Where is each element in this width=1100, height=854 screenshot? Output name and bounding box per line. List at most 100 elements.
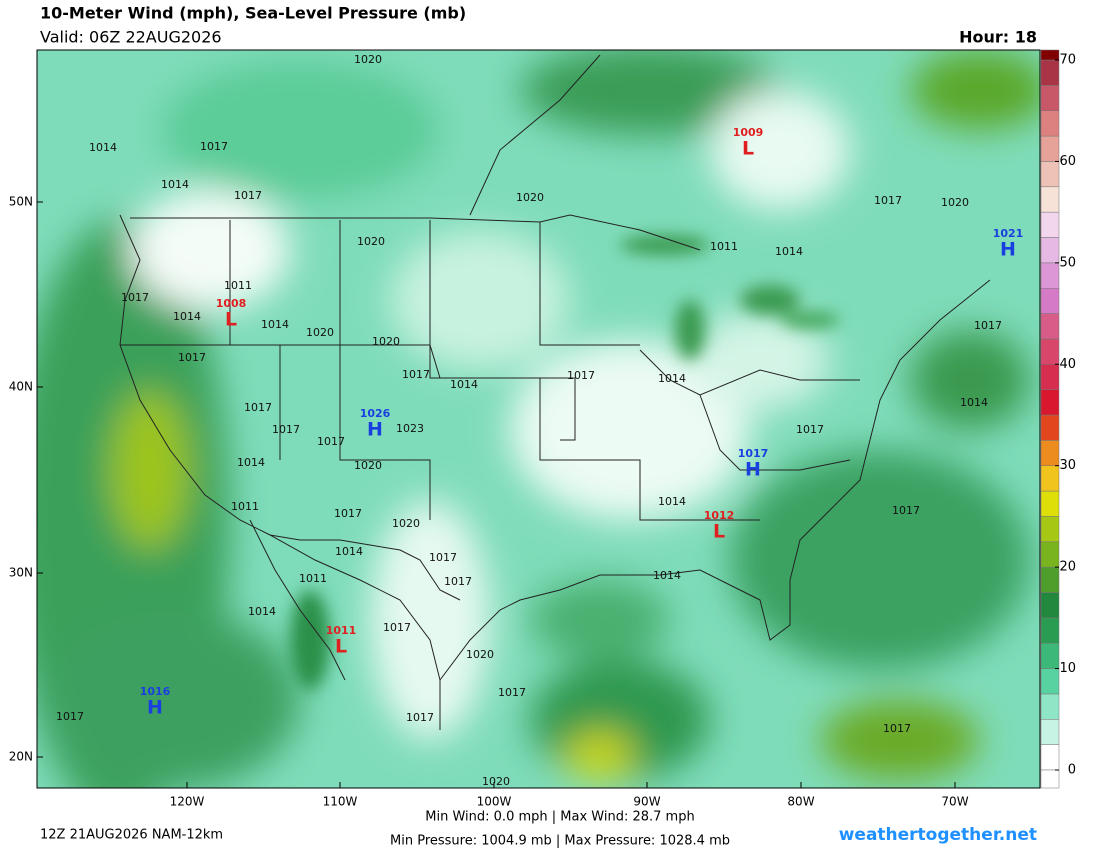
pressure-center-value: 1021 — [993, 227, 1024, 240]
isobar-label: 1020 — [466, 648, 494, 661]
pressure-center-letter: L — [225, 309, 237, 331]
isobar-label: 1017 — [498, 686, 526, 699]
colorbar-swatch — [1040, 135, 1060, 162]
pressure-center-value: 1026 — [360, 407, 391, 420]
site-link[interactable]: weathertogether.net — [839, 825, 1037, 845]
colorbar-swatch — [1040, 262, 1060, 289]
colorbar-swatch — [1040, 642, 1060, 669]
colorbar-swatch — [1040, 465, 1060, 492]
colorbar-swatch — [1040, 516, 1060, 543]
colorbar-tick-label: 0 — [1068, 763, 1076, 778]
isobar-label: 1017 — [121, 291, 149, 304]
isobar-label: 1017 — [444, 575, 472, 588]
isobar-label: 1014 — [161, 178, 189, 191]
isobar-label: 1017 — [406, 711, 434, 724]
colorbar-tick-label: 10 — [1059, 661, 1076, 676]
isobar-label: 1014 — [335, 545, 363, 558]
pressure-center-letter: H — [745, 459, 761, 481]
isobar-label: 1017 — [429, 551, 457, 564]
isobar-label: 1023 — [396, 422, 424, 435]
lon-label: 110W — [323, 795, 358, 809]
isobar-label: 1020 — [354, 459, 382, 472]
isobar-label: 1017 — [974, 319, 1002, 332]
colorbar-swatch — [1040, 161, 1060, 188]
lat-label: 30N — [9, 566, 33, 580]
wind-range: Min Wind: 0.0 mph | Max Wind: 28.7 mph — [425, 810, 694, 825]
colorbar-swatch — [1040, 668, 1060, 695]
colorbar-swatch — [1040, 566, 1060, 593]
isobar-label: 1017 — [402, 368, 430, 381]
lon-label: 70W — [941, 795, 968, 809]
pressure-center-value: 1011 — [326, 624, 357, 637]
pressure-center-letter: H — [367, 419, 383, 441]
model-run: 12Z 21AUG2026 NAM-12km — [40, 828, 223, 843]
colorbar-swatch — [1040, 287, 1060, 314]
pressure-center-value: 1017 — [738, 447, 769, 460]
isobar-label: 1017 — [272, 423, 300, 436]
colorbar: 0 10 20 30 40 50 60 70 — [1040, 49, 1076, 789]
isobar-label: 1020 — [516, 191, 544, 204]
isobar-label: 1014 — [658, 495, 686, 508]
isobar-label: 1020 — [941, 196, 969, 209]
isobar-label: 1017 — [56, 710, 84, 723]
colorbar-over — [1040, 49, 1060, 61]
isobar-label: 1017 — [567, 369, 595, 382]
colorbar-swatch — [1040, 313, 1060, 340]
isobar-label: 1020 — [354, 53, 382, 66]
isobar-label: 1017 — [200, 140, 228, 153]
colorbar-below — [1040, 769, 1060, 789]
pressure-range: Min Pressure: 1004.9 mb | Max Pressure: … — [390, 834, 730, 849]
isobar-label: 1017 — [244, 401, 272, 414]
isobar-label: 1014 — [653, 569, 681, 582]
colorbar-swatch — [1040, 85, 1060, 111]
isobar-label: 1020 — [392, 517, 420, 530]
isobar-label: 1014 — [658, 372, 686, 385]
lon-label: 120W — [170, 795, 205, 809]
lon-label: 80W — [787, 795, 814, 809]
isobar-label: 1017 — [796, 423, 824, 436]
isobar-label: 1020 — [372, 335, 400, 348]
colorbar-swatch — [1040, 541, 1060, 568]
forecast-hour: Hour: 18 — [959, 28, 1037, 47]
isobar-label: 1014 — [960, 396, 988, 409]
colorbar-swatch — [1040, 389, 1060, 416]
colorbar-tick-label: 70 — [1059, 53, 1076, 68]
colorbar-swatch — [1040, 617, 1060, 644]
colorbar-swatch — [1040, 110, 1060, 137]
pressure-center-value: 1016 — [140, 685, 171, 698]
map-field — [37, 50, 1040, 788]
isobar-label: 1017 — [892, 504, 920, 517]
isobar-label: 1020 — [482, 775, 510, 788]
map-frame — [36, 49, 1041, 789]
isobar-label: 1014 — [261, 318, 289, 331]
isobar-label: 1014 — [248, 605, 276, 618]
isobar-label: 1014 — [775, 245, 803, 258]
colorbar-swatch — [1040, 744, 1060, 771]
pressure-center-letter: L — [742, 138, 754, 160]
isobar-label: 1017 — [317, 435, 345, 448]
title: 10-Meter Wind (mph), Sea-Level Pressure … — [40, 4, 466, 23]
colorbar-tick-label: 50 — [1059, 255, 1076, 270]
isobar-label: 1011 — [231, 500, 259, 513]
colorbar-tick-label: 40 — [1059, 357, 1076, 372]
pressure-center-value: 1009 — [733, 126, 764, 139]
isobar-label: 1017 — [383, 621, 411, 634]
isobar-label: 1017 — [234, 189, 262, 202]
colorbar-swatch — [1040, 719, 1060, 745]
pressure-center-value: 1008 — [216, 297, 247, 310]
colorbar-swatch — [1040, 59, 1060, 86]
isobar-label: 1020 — [306, 326, 334, 339]
colorbar-swatch — [1040, 592, 1060, 619]
lon-label: 100W — [477, 795, 512, 809]
pressure-center-letter: H — [147, 697, 163, 719]
isobar-label: 1017 — [874, 194, 902, 207]
isobar-label: 1014 — [450, 378, 478, 391]
pressure-center-value: 1012 — [704, 509, 735, 522]
colorbar-swatch — [1040, 440, 1060, 466]
colorbar-swatch — [1040, 186, 1060, 213]
colorbar-tick-label: 20 — [1059, 560, 1076, 575]
isobar-label: 1011 — [710, 240, 738, 253]
lat-label: 20N — [9, 750, 33, 764]
colorbar-swatch — [1040, 237, 1060, 264]
